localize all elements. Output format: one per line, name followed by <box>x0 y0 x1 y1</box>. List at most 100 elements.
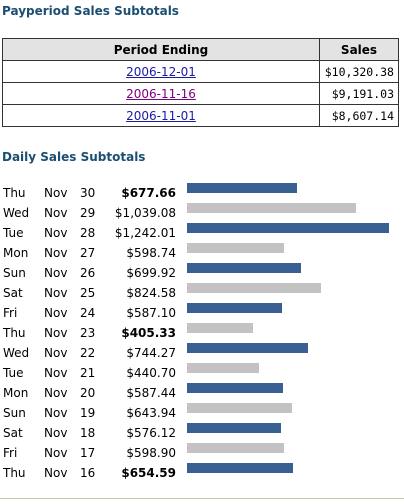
month: Nov <box>44 226 68 240</box>
month: Nov <box>44 386 68 400</box>
day-number: 24 <box>80 306 96 320</box>
list-item: Sat Nov 18 $576.12 <box>0 423 404 443</box>
sales-bar <box>187 303 282 313</box>
day-of-week: Tue <box>3 226 24 240</box>
sales-amount: $699.92 <box>126 266 176 280</box>
sales-bar <box>187 463 293 473</box>
sales-bar <box>187 243 284 253</box>
day-of-week: Sat <box>3 286 23 300</box>
list-item: Fri Nov 24 $587.10 <box>0 303 404 323</box>
day-of-week: Sat <box>3 426 23 440</box>
sales-bar <box>187 363 259 373</box>
day-of-week: Thu <box>3 186 26 200</box>
day-of-week: Mon <box>3 246 29 260</box>
period-link[interactable]: 2006-11-01 <box>126 108 196 123</box>
period-link[interactable]: 2006-11-16 <box>126 86 196 101</box>
month: Nov <box>44 246 68 260</box>
sales-bar <box>187 223 389 233</box>
list-item: Fri Nov 17 $598.90 <box>0 443 404 463</box>
month: Nov <box>44 306 68 320</box>
day-number: 21 <box>80 366 96 380</box>
sales-cell: $8,607.14 <box>319 104 399 127</box>
sales-bar <box>187 323 253 333</box>
payperiod-sales-title: Payperiod Sales Subtotals <box>2 4 179 18</box>
sales-bar <box>187 283 321 293</box>
sales-amount: $654.59 <box>121 466 176 480</box>
sales-amount: $677.66 <box>121 186 176 200</box>
sales-bar <box>187 183 297 193</box>
month: Nov <box>44 366 68 380</box>
sales-bar <box>187 403 292 413</box>
month: Nov <box>44 466 68 480</box>
sales-amount: $1,242.01 <box>114 226 176 240</box>
day-number: 16 <box>80 466 96 480</box>
day-number: 20 <box>80 386 96 400</box>
list-item: Sun Nov 19 $643.94 <box>0 403 404 423</box>
sales-amount: $824.58 <box>126 286 176 300</box>
sales-bar <box>187 443 284 453</box>
sales-amount: $598.90 <box>126 446 176 460</box>
sales-bar <box>187 343 308 353</box>
day-number: 25 <box>80 286 96 300</box>
sales-amount: $576.12 <box>126 426 176 440</box>
day-number: 28 <box>80 226 96 240</box>
sales-amount: $643.94 <box>126 406 176 420</box>
daily-sales-title: Daily Sales Subtotals <box>2 150 146 164</box>
list-item: Sat Nov 25 $824.58 <box>0 283 404 303</box>
sales-amount: $405.33 <box>121 326 176 340</box>
table-header-row: Period Ending Sales <box>2 38 399 61</box>
list-item: Thu Nov 23 $405.33 <box>0 323 404 343</box>
day-number: 17 <box>80 446 96 460</box>
period-cell: 2006-11-01 <box>2 104 320 127</box>
month: Nov <box>44 346 68 360</box>
sales-cell: $10,320.38 <box>319 60 399 83</box>
day-number: 18 <box>80 426 96 440</box>
daily-sales-list: Thu Nov 30 $677.66 Wed Nov 29 $1,039.08 Tue Nov 28… <box>0 183 404 483</box>
month: Nov <box>44 406 68 420</box>
month: Nov <box>44 286 68 300</box>
day-number: 23 <box>80 326 96 340</box>
table-row: 2006-12-01 $10,320.38 <box>2 60 399 83</box>
month: Nov <box>44 266 68 280</box>
day-of-week: Sun <box>3 406 26 420</box>
list-item: Wed Nov 22 $744.27 <box>0 343 404 363</box>
table-row: 2006-11-01 $8,607.14 <box>2 104 399 127</box>
sales-amount: $598.74 <box>126 246 176 260</box>
day-number: 29 <box>80 206 96 220</box>
month: Nov <box>44 206 68 220</box>
sales-amount: $440.70 <box>126 366 176 380</box>
month: Nov <box>44 326 68 340</box>
day-number: 19 <box>80 406 96 420</box>
list-item: Mon Nov 27 $598.74 <box>0 243 404 263</box>
list-item: Wed Nov 29 $1,039.08 <box>0 203 404 223</box>
day-of-week: Wed <box>3 206 30 220</box>
sales-bar <box>187 423 281 433</box>
period-link[interactable]: 2006-12-01 <box>126 64 196 79</box>
list-item: Thu Nov 30 $677.66 <box>0 183 404 203</box>
day-of-week: Tue <box>3 366 24 380</box>
list-item: Mon Nov 20 $587.44 <box>0 383 404 403</box>
period-cell: 2006-12-01 <box>2 60 320 83</box>
sales-bar <box>187 263 301 273</box>
sales-amount: $1,039.08 <box>114 206 176 220</box>
sales-amount: $744.27 <box>126 346 176 360</box>
month: Nov <box>44 446 68 460</box>
list-item: Thu Nov 16 $654.59 <box>0 463 404 483</box>
sales-bar <box>187 383 283 393</box>
day-of-week: Wed <box>3 346 30 360</box>
footer-divider <box>0 498 404 499</box>
sales-header: Sales <box>319 38 399 61</box>
sales-amount: $587.10 <box>126 306 176 320</box>
sales-amount: $587.44 <box>126 386 176 400</box>
list-item: Sun Nov 26 $699.92 <box>0 263 404 283</box>
day-number: 27 <box>80 246 96 260</box>
month: Nov <box>44 426 68 440</box>
day-number: 30 <box>80 186 96 200</box>
day-of-week: Fri <box>3 446 18 460</box>
day-of-week: Sun <box>3 266 26 280</box>
day-number: 26 <box>80 266 96 280</box>
period-ending-header: Period Ending <box>2 38 320 61</box>
day-of-week: Mon <box>3 386 29 400</box>
list-item: Tue Nov 21 $440.70 <box>0 363 404 383</box>
table-row: 2006-11-16 $9,191.03 <box>2 82 399 105</box>
